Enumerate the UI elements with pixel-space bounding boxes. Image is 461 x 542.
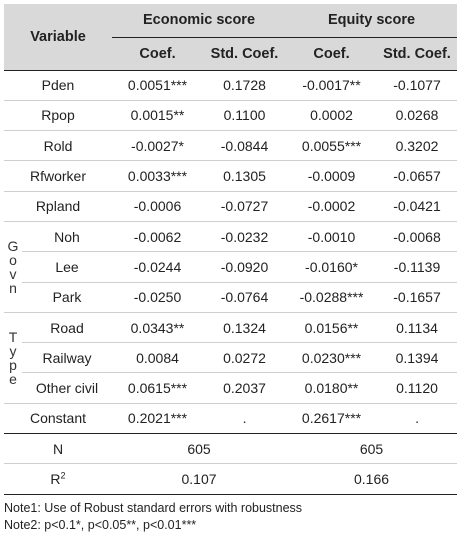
equity-coef-cell: 0.2617*** — [286, 403, 378, 435]
n-equity: 605 — [286, 433, 458, 465]
variable-cell: Noh — [22, 221, 112, 253]
r2-economic: 0.107 — [112, 463, 287, 495]
table-row: G o v n Noh -0.0062 -0.0232 -0.0010 -0.0… — [4, 221, 458, 313]
economic-coef-cell: 0.0343** — [112, 312, 203, 344]
table-row: Constant 0.2021*** . 0.2617*** . — [4, 403, 458, 435]
r2-equity: 0.166 — [286, 463, 458, 495]
equity-std-cell: 0.3202 — [377, 130, 458, 162]
r2-label: R2 — [4, 463, 112, 495]
header-economic-score: Economic score — [112, 4, 287, 38]
equity-std-cell: -0.1077 — [377, 70, 458, 101]
economic-coef-cell: -0.0027* — [112, 130, 203, 162]
equity-coef-cell: -0.0288*** — [286, 282, 378, 313]
table-row: Pden 0.0051*** 0.1728 -0.0017** -0.1077 — [4, 70, 458, 101]
table-header: Variable Economic score Equity score Coe… — [4, 4, 458, 71]
economic-std-cell: -0.0844 — [203, 130, 287, 162]
variable-cell: Railway — [22, 342, 112, 374]
table-row: Other civil 0.0615*** 0.2037 0.0180** 0.… — [4, 372, 458, 404]
economic-coef-cell: 0.0033*** — [112, 160, 203, 192]
note-1: Note1: Use of Robust standard errors wit… — [4, 501, 303, 515]
economic-std-cell: -0.0232 — [203, 221, 287, 253]
n-economic: 605 — [112, 433, 287, 465]
economic-std-cell: 0.1305 — [203, 160, 287, 192]
economic-std-cell: 0.2037 — [203, 372, 287, 404]
table-row: Rold -0.0027* -0.0844 0.0055*** 0.3202 — [4, 130, 458, 162]
economic-std-cell: -0.0727 — [203, 191, 287, 222]
equity-std-cell: -0.1657 — [377, 282, 458, 313]
equity-std-cell: -0.0657 — [377, 160, 458, 192]
table-body: Pden 0.0051*** 0.1728 -0.0017** -0.1077 … — [4, 70, 458, 495]
variable-cell: Rpland — [4, 191, 112, 222]
header-variable: Variable — [4, 4, 112, 71]
equity-coef-cell: 0.0002 — [286, 100, 378, 132]
equity-coef-cell: 0.0180** — [286, 372, 378, 404]
n-row: N 605 605 — [4, 433, 458, 465]
economic-coef-cell: -0.0006 — [112, 191, 203, 222]
equity-std-cell: . — [377, 403, 458, 435]
equity-std-cell: 0.1134 — [377, 312, 458, 344]
variable-cell: Constant — [4, 403, 112, 435]
variable-cell: Park — [22, 282, 112, 313]
variable-cell: Rpop — [4, 100, 112, 132]
economic-coef-cell: -0.0062 — [112, 221, 203, 253]
equity-coef-cell: -0.0009 — [286, 160, 378, 192]
economic-std-cell: 0.0272 — [203, 342, 287, 374]
equity-std-cell: 0.1120 — [377, 372, 458, 404]
table-notes: Note1: Use of Robust standard errors wit… — [4, 500, 302, 534]
economic-std-cell: . — [203, 403, 287, 435]
group-label-govn: G o v n — [4, 221, 22, 313]
economic-coef-cell: 0.0615*** — [112, 372, 203, 404]
equity-coef-cell: -0.0017** — [286, 70, 378, 101]
table-row: Park -0.0250 -0.0764 -0.0288*** -0.1657 — [4, 282, 458, 313]
n-label: N — [4, 433, 112, 465]
economic-coef-cell: 0.0051*** — [112, 70, 203, 101]
equity-std-cell: -0.1139 — [377, 251, 458, 283]
table-row: Rpop 0.0015** 0.1100 0.0002 0.0268 — [4, 100, 458, 132]
header-equity-score: Equity score — [286, 4, 458, 38]
table-row: Rfworker 0.0033*** 0.1305 -0.0009 -0.065… — [4, 160, 458, 192]
variable-cell: Rfworker — [4, 160, 112, 192]
variable-cell: Lee — [22, 251, 112, 283]
equity-std-cell: 0.1394 — [377, 342, 458, 374]
equity-coef-cell: 0.0156** — [286, 312, 378, 344]
table-row: T y p e Road 0.0343** 0.1324 0.0156** 0.… — [4, 312, 458, 404]
economic-std-cell: 0.1728 — [203, 70, 287, 101]
economic-coef-cell: 0.0084 — [112, 342, 203, 374]
header-economic-coef: Coef. — [112, 37, 203, 71]
table-row: Railway 0.0084 0.0272 0.0230*** 0.1394 — [4, 342, 458, 374]
equity-coef-cell: -0.0010 — [286, 221, 378, 253]
note-2: Note2: p<0.1*, p<0.05**, p<0.01*** — [4, 518, 197, 532]
table-row: Lee -0.0244 -0.0920 -0.0160* -0.1139 — [4, 251, 458, 283]
regression-table: Variable Economic score Equity score Coe… — [4, 4, 458, 495]
equity-coef-cell: 0.0230*** — [286, 342, 378, 374]
economic-std-cell: 0.1324 — [203, 312, 287, 344]
variable-cell: Road — [22, 312, 112, 344]
equity-coef-cell: -0.0002 — [286, 191, 378, 222]
header-equity-std-coef: Std. Coef. — [377, 37, 458, 71]
equity-std-cell: -0.0421 — [377, 191, 458, 222]
group-label-type: T y p e — [4, 312, 22, 404]
table-row: Rpland -0.0006 -0.0727 -0.0002 -0.0421 — [4, 191, 458, 222]
economic-std-cell: -0.0920 — [203, 251, 287, 283]
equity-std-cell: 0.0268 — [377, 100, 458, 132]
economic-coef-cell: 0.0015** — [112, 100, 203, 132]
economic-coef-cell: 0.2021*** — [112, 403, 203, 435]
economic-coef-cell: -0.0250 — [112, 282, 203, 313]
header-equity-coef: Coef. — [286, 37, 378, 71]
economic-coef-cell: -0.0244 — [112, 251, 203, 283]
equity-std-cell: -0.0068 — [377, 221, 458, 253]
variable-cell: Rold — [4, 130, 112, 162]
economic-std-cell: 0.1100 — [203, 100, 287, 132]
economic-std-cell: -0.0764 — [203, 282, 287, 313]
header-economic-std-coef: Std. Coef. — [203, 37, 287, 71]
equity-coef-cell: 0.0055*** — [286, 130, 378, 162]
r2-row: R2 0.107 0.166 — [4, 463, 458, 495]
equity-coef-cell: -0.0160* — [286, 251, 378, 283]
variable-cell: Other civil — [22, 372, 112, 404]
variable-cell: Pden — [4, 70, 112, 101]
